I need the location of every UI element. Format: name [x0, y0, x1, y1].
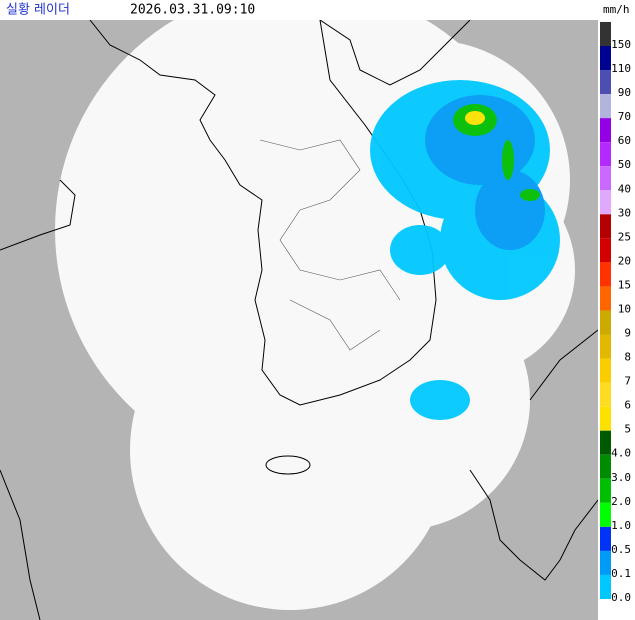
colorbar-segment — [600, 286, 611, 311]
legend-label: 1.0 — [611, 519, 631, 532]
legend-label: 0.5 — [611, 543, 631, 556]
legend-label: 6 — [624, 399, 631, 412]
legend-label: 90 — [618, 86, 631, 99]
colorbar-segment — [600, 334, 611, 359]
map — [0, 20, 598, 620]
legend-label: 20 — [618, 254, 631, 267]
legend-label: 3.0 — [611, 471, 631, 484]
colorbar-segment — [600, 142, 611, 167]
colorbar-segment — [600, 358, 611, 383]
legend-label: 0.1 — [611, 567, 631, 580]
unit: mm/h — [603, 3, 630, 16]
legend-label: 0.0 — [611, 591, 631, 604]
colorbar-segment — [600, 166, 611, 191]
colorbar-segment — [600, 238, 611, 263]
colorbar-segment — [600, 430, 611, 455]
colorbar-segment — [600, 478, 611, 503]
legend-label: 5 — [624, 423, 631, 436]
colorbar-segment — [600, 526, 611, 551]
timestamp: 2026.03.31.09:10 — [130, 3, 255, 18]
legend-label: 10 — [618, 302, 631, 315]
legend-label: 110 — [611, 62, 631, 75]
legend-label: 30 — [618, 206, 631, 219]
legend-label: 15 — [618, 278, 631, 291]
legend: 150 110 90 70 60 50 40 30 25 20 15 10 9 8 7 6 5 4.0 3.0 2.0… — [599, 20, 631, 620]
colorbar-segment — [600, 550, 611, 575]
colorbar-segment — [600, 94, 611, 119]
colorbar-segment — [600, 46, 611, 71]
colorbar-segment — [600, 118, 611, 143]
colorbar-segment — [600, 190, 611, 215]
legend-label: 7 — [624, 375, 631, 388]
colorbar-segment — [600, 406, 611, 431]
colorbar-segment — [600, 262, 611, 287]
legend-label: 2.0 — [611, 495, 631, 508]
legend-label: 150 — [611, 38, 631, 51]
colorbar-segment — [600, 382, 611, 407]
colorbar-segment — [600, 502, 611, 527]
colorbar-segment — [600, 574, 611, 599]
legend-label: 40 — [618, 182, 631, 195]
legend-label: 4.0 — [611, 447, 631, 460]
colorbar-segment — [600, 70, 611, 95]
colorbar-segment — [600, 454, 611, 479]
legend-label: 50 — [618, 158, 631, 171]
legend-label: 25 — [618, 230, 631, 243]
colorbar-segment — [600, 310, 611, 335]
legend-label: 70 — [618, 110, 631, 123]
colorbar-segment — [600, 214, 611, 239]
legend-label: 9 — [624, 327, 631, 340]
legend-label: 60 — [618, 134, 631, 147]
colorbar-segment — [600, 21, 611, 46]
title: 실황 레이더 — [6, 3, 70, 18]
legend-label: 8 — [624, 351, 631, 364]
